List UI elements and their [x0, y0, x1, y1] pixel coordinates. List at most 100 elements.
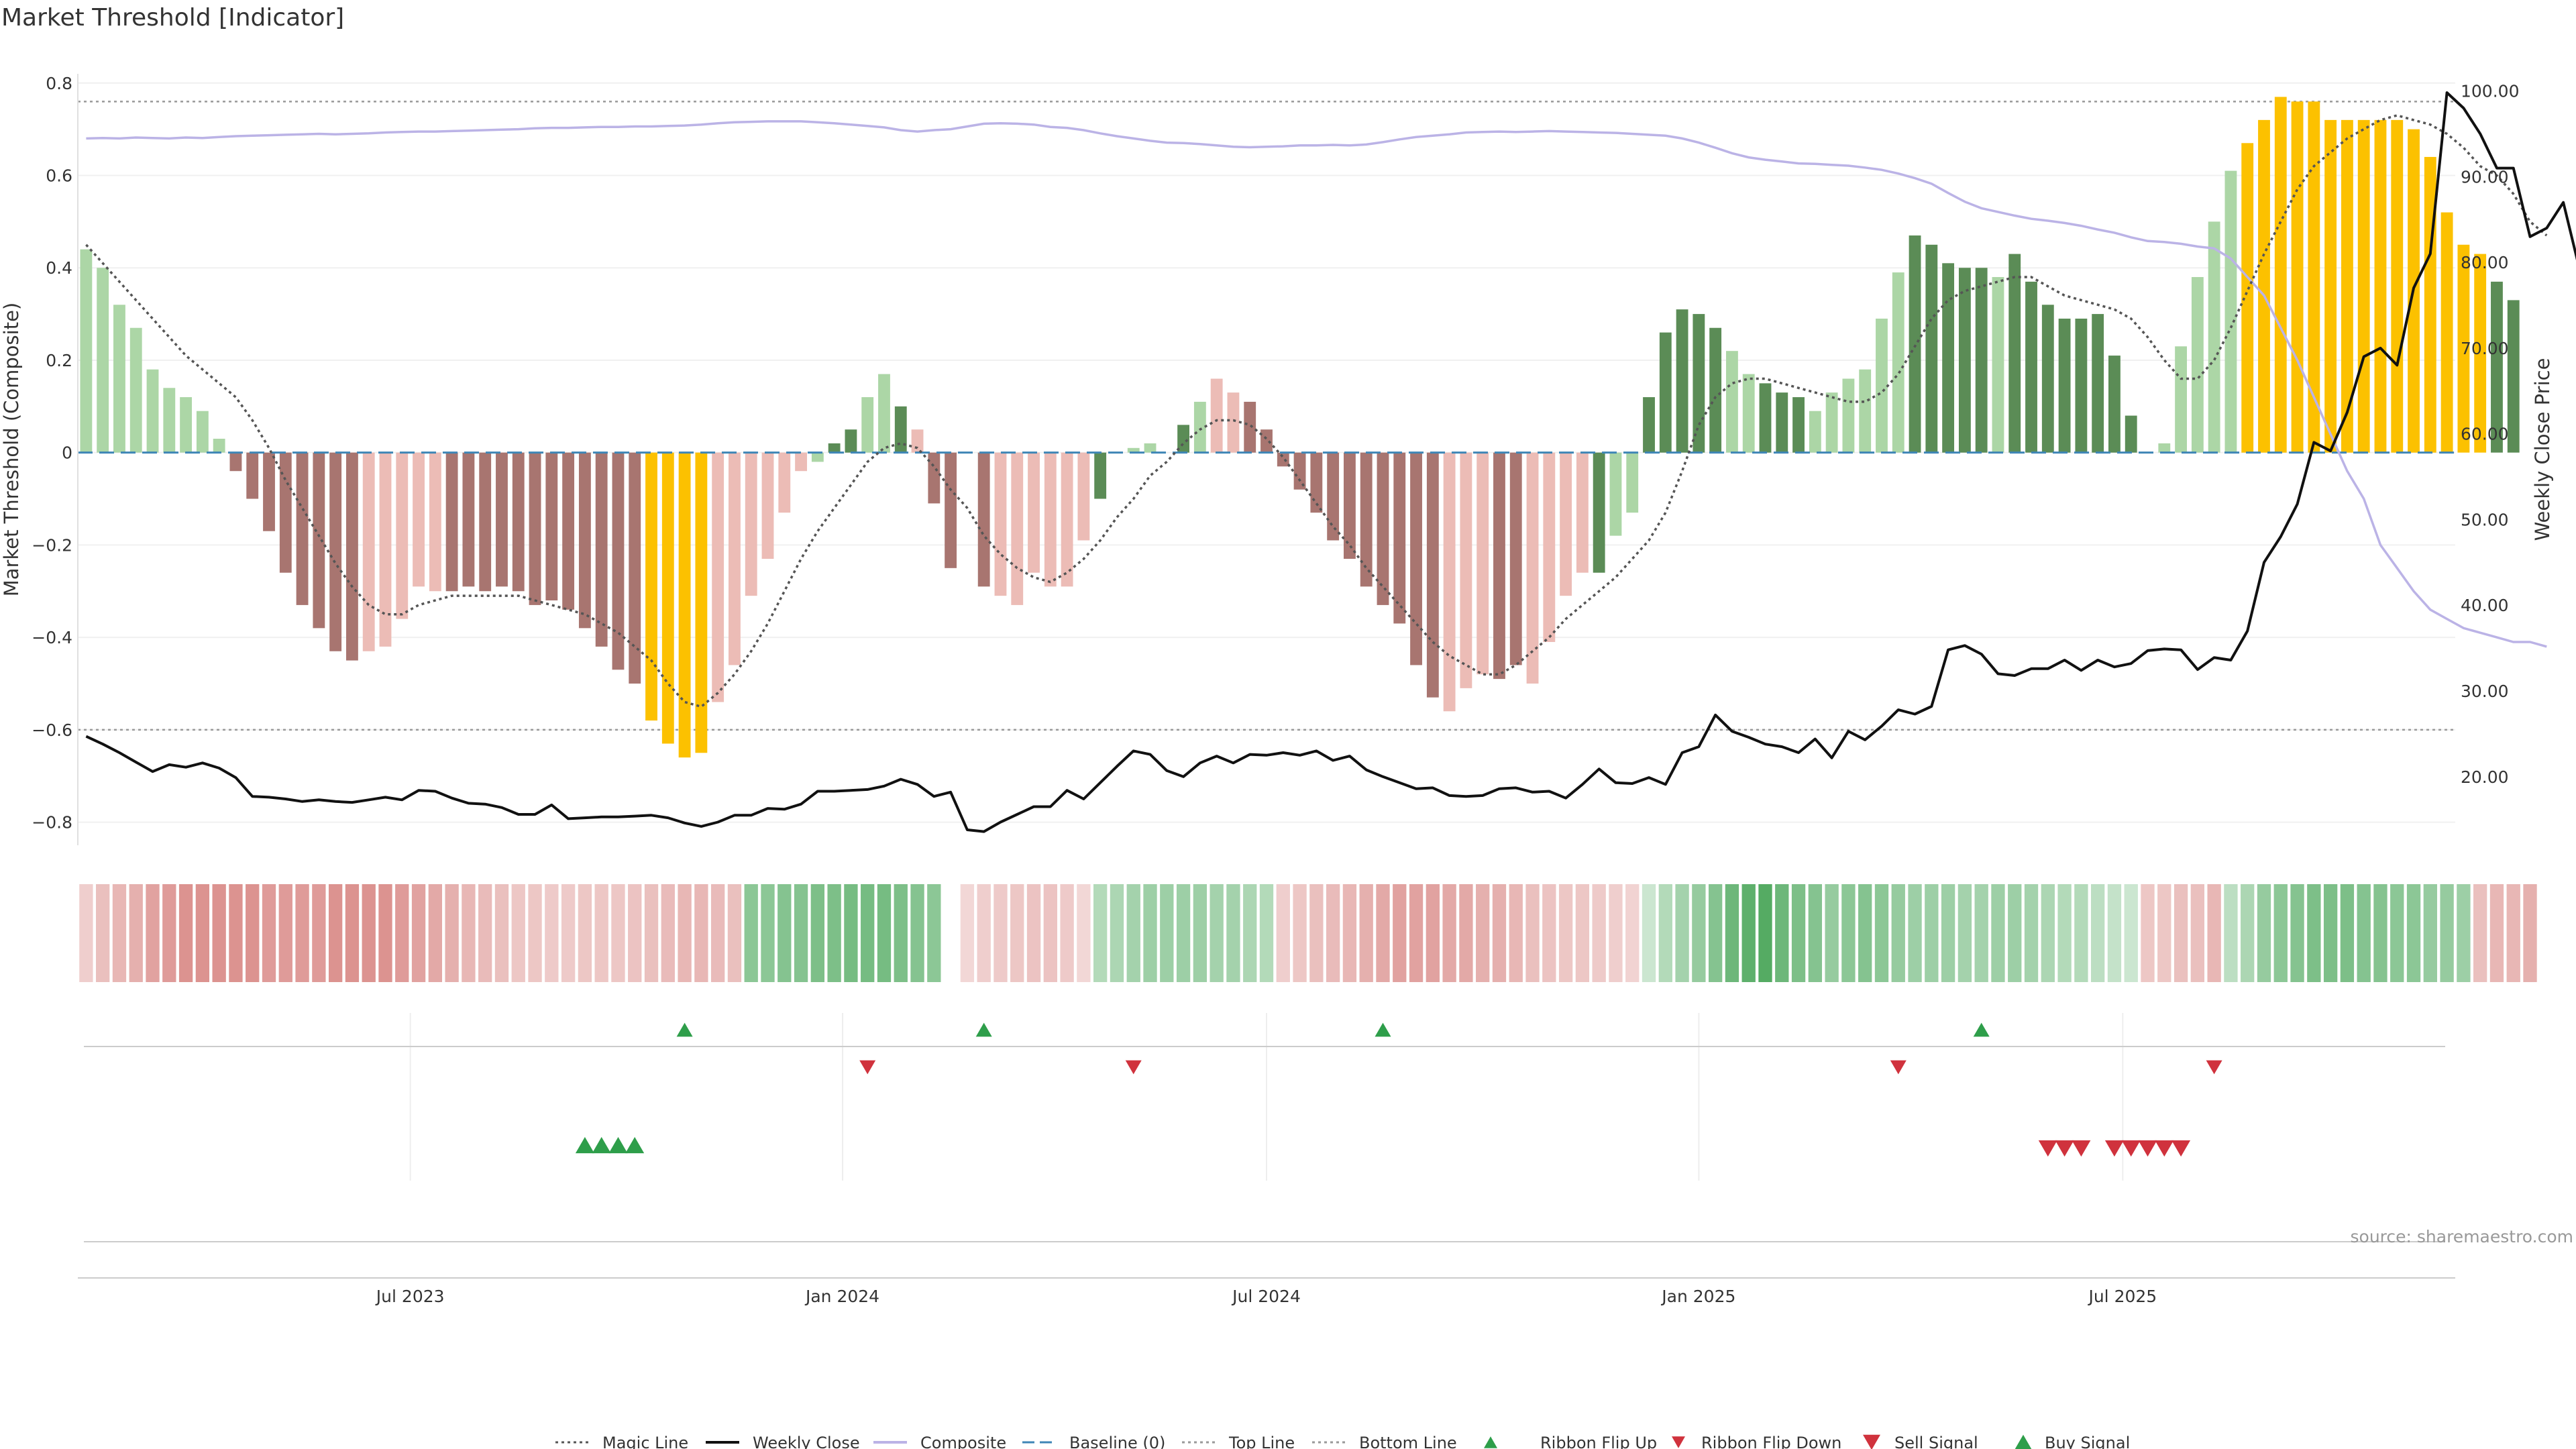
histogram-bar — [1061, 452, 1073, 587]
ribbon-cell — [2357, 884, 2371, 982]
signal-panels — [78, 1022, 2455, 1279]
ribbon-cell — [1060, 884, 1074, 982]
histogram-bar — [761, 452, 774, 559]
legend-swatch — [1484, 1436, 1497, 1448]
y2-tick-label: 50.00 — [2461, 510, 2509, 529]
histogram-bar — [894, 406, 907, 453]
ribbon-cell — [528, 884, 542, 982]
ribbon-cell — [761, 884, 775, 982]
histogram-bar — [1742, 374, 1755, 453]
ribbon-cell — [1525, 884, 1540, 982]
ribbon-cell — [2273, 884, 2288, 982]
ribbon-cell — [2406, 884, 2421, 982]
ribbon-cell — [1342, 884, 1357, 982]
histogram-bar — [113, 305, 125, 453]
ribbon-cell — [2457, 884, 2471, 982]
sell-signal-marker — [2121, 1140, 2141, 1157]
histogram-bar — [2391, 119, 2404, 453]
ribbon-flip-down-marker — [1125, 1060, 1142, 1075]
ribbon-cell — [362, 884, 376, 982]
ribbon-cell — [494, 884, 509, 982]
ribbon-cell — [246, 884, 260, 982]
ribbon-cell — [1825, 884, 1839, 982]
ribbon-flip-down-marker — [2206, 1060, 2222, 1075]
histogram-bar — [878, 374, 890, 453]
buy-signal-marker — [625, 1136, 645, 1154]
ribbon-cell — [1725, 884, 1739, 982]
ribbon-cell — [1625, 884, 1640, 982]
histogram-bar — [629, 452, 641, 684]
histogram-bar — [1410, 452, 1422, 665]
sell-signal-marker — [2055, 1140, 2074, 1157]
histogram-bar — [545, 452, 558, 601]
legend-swatch — [1672, 1436, 1685, 1448]
histogram-bar — [1393, 452, 1406, 624]
legend-label: Ribbon Flip Down — [1701, 1434, 1841, 1449]
histogram-bar — [1094, 452, 1107, 499]
histogram-bar — [263, 452, 275, 531]
ribbon-cell — [2224, 884, 2238, 982]
ribbon-cell — [1409, 884, 1424, 982]
y2-tick-label: 80.00 — [2461, 253, 2509, 272]
ribbon-cell — [178, 884, 193, 982]
histogram-bar — [279, 452, 292, 573]
legend-label: Composite — [920, 1434, 1006, 1449]
ribbon-cell — [511, 884, 525, 982]
x-tick-label: Jul 2024 — [1231, 1287, 1301, 1306]
ribbon-cell — [1841, 884, 1856, 982]
histogram-bar — [2308, 101, 2320, 453]
histogram-bar — [1626, 452, 1639, 513]
ribbon-cell — [1642, 884, 1656, 982]
histogram-bar — [379, 452, 392, 647]
ribbon-cell — [1791, 884, 1806, 982]
histogram-bar — [661, 452, 674, 744]
histogram-bar — [2058, 318, 2071, 453]
histogram-bar — [795, 452, 807, 472]
histogram-bar — [1676, 309, 1688, 453]
histogram-bar — [1327, 452, 1340, 541]
histogram-bar — [977, 452, 990, 587]
ribbon-flip-down-marker — [859, 1060, 876, 1075]
histogram-bar — [1526, 452, 1539, 684]
legend: Magic Line Weekly Close Composite Baseline … — [555, 1434, 2130, 1449]
histogram-bar — [97, 268, 109, 453]
ribbon-cell — [1542, 884, 1556, 982]
ribbon-cell — [844, 884, 858, 982]
y-tick-label: −0.8 — [32, 813, 72, 833]
ribbon-cell — [2057, 884, 2072, 982]
y2-tick-label: 90.00 — [2461, 167, 2509, 186]
histogram-bar — [1975, 268, 1988, 453]
histogram-bar — [778, 452, 791, 513]
ribbon-cell — [1941, 884, 1955, 982]
histogram-bar — [2507, 300, 2520, 453]
y-tick-label: −0.6 — [32, 720, 72, 740]
ribbon-cell — [1874, 884, 1889, 982]
ribbon-cell — [395, 884, 409, 982]
histogram-bar — [1044, 452, 1057, 587]
histogram-bar — [1077, 452, 1090, 541]
ribbon-cell — [710, 884, 725, 982]
ribbon-cell — [378, 884, 392, 982]
ribbon-cell — [1326, 884, 1340, 982]
ribbon-cell — [312, 884, 326, 982]
y2-tick-label: 30.00 — [2461, 682, 2509, 701]
histogram-bar — [1244, 401, 1256, 453]
ribbon-cell — [411, 884, 426, 982]
x-tick-label: Jan 2025 — [1660, 1287, 1735, 1306]
histogram-bar — [1443, 452, 1456, 712]
histogram-bar — [180, 397, 193, 453]
histogram-bar — [2274, 97, 2287, 453]
histogram-bar — [1360, 452, 1373, 587]
histogram-bar — [2440, 212, 2453, 453]
ribbon-cell — [1026, 884, 1041, 982]
ribbon-cell — [994, 884, 1008, 982]
ribbon-cell — [1808, 884, 1823, 982]
ribbon-cell — [977, 884, 991, 982]
histogram-bar — [2341, 119, 2353, 453]
histogram-bar — [1260, 429, 1273, 453]
histogram-bar — [1210, 378, 1223, 453]
right-axis-label: Weekly Close Price — [2531, 358, 2554, 541]
ribbon-cell — [1160, 884, 1174, 982]
ribbon-cell — [2290, 884, 2304, 982]
histogram-bar — [1958, 268, 1971, 453]
